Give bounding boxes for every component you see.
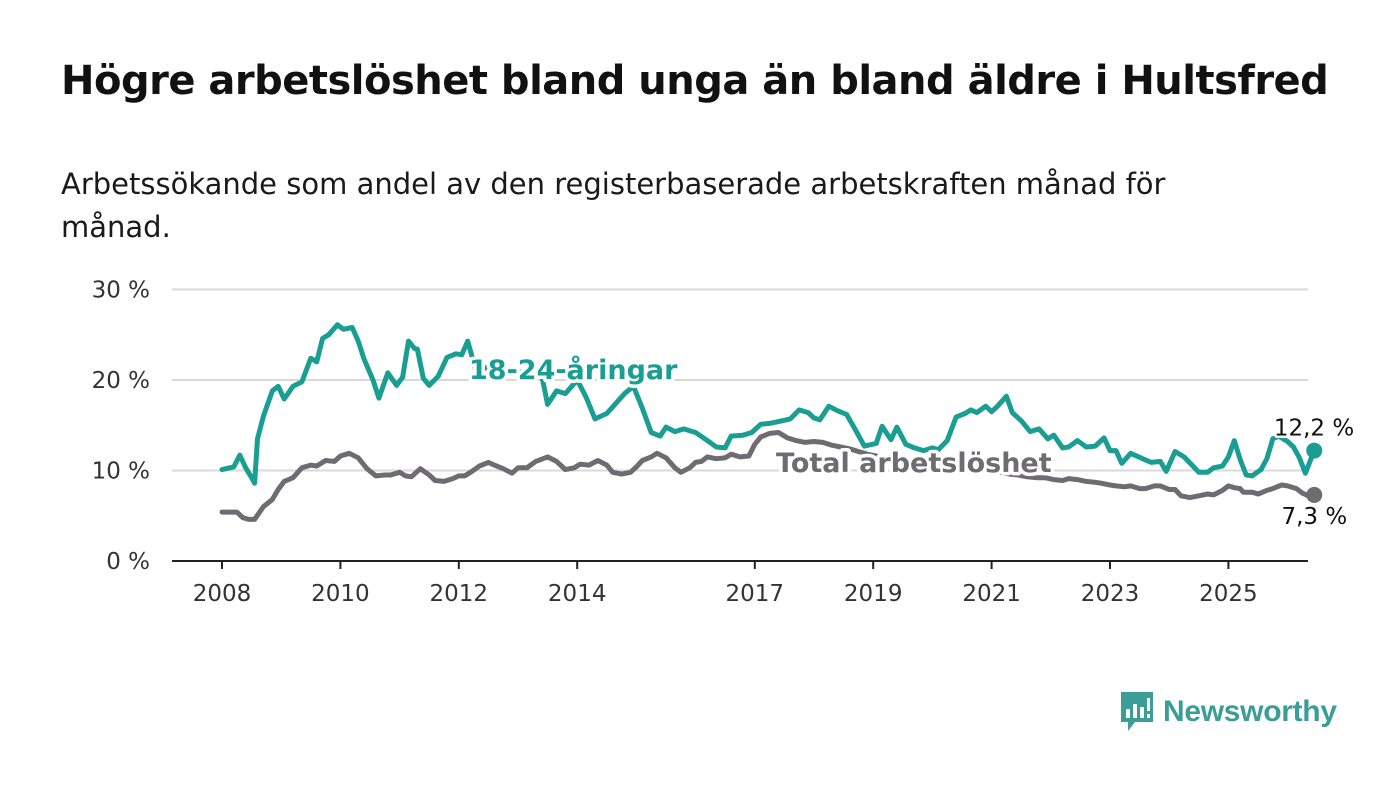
grid-lines xyxy=(172,288,1308,472)
end-label-total: 7,3 % xyxy=(1281,504,1347,530)
chart-subtitle: Arbetssökande som andel av den registerb… xyxy=(61,167,1166,244)
end-point-youth xyxy=(1306,442,1323,459)
y-tick-label: 0 % xyxy=(106,549,150,575)
y-tick-label: 30 % xyxy=(92,278,150,304)
x-tick-label: 2025 xyxy=(1199,581,1258,607)
newsworthy-logo: Newsworthy xyxy=(1119,690,1337,734)
y-tick-label: 10 % xyxy=(92,459,150,485)
x-tick-label: 2023 xyxy=(1081,581,1140,607)
y-tick-label: 20 % xyxy=(92,368,150,394)
series-line-youth xyxy=(219,322,1317,486)
x-tick-label: 2019 xyxy=(844,581,903,607)
series-label-total: Total arbetslöshet xyxy=(776,448,1052,479)
end-label-youth: 12,2 % xyxy=(1274,416,1354,442)
brand-name: Newsworthy xyxy=(1163,695,1337,728)
chart-title: Högre arbetslöshet bland unga än bland ä… xyxy=(61,58,1329,104)
x-tick-label: 2008 xyxy=(193,581,252,607)
series-lines xyxy=(219,322,1323,522)
end-point-total xyxy=(1306,486,1323,503)
series-label-youth: 18-24-åringar xyxy=(469,354,678,386)
series-labels: 18-24-åringar Total arbetslöshet 12,2 % 7,3… xyxy=(466,351,1357,533)
x-tick-label: 2017 xyxy=(726,581,785,607)
x-tick-label: 2014 xyxy=(548,581,607,607)
x-tick-label: 2010 xyxy=(311,581,370,607)
x-axis: 2008 2010 2012 2014 2017 2019 2021 2023 2025 xyxy=(172,560,1308,607)
y-axis: 0 % 10 % 20 % 30 % xyxy=(92,278,150,576)
x-tick-label: 2021 xyxy=(962,581,1021,607)
series-line-total xyxy=(219,430,1317,522)
x-tick-label: 2012 xyxy=(430,581,489,607)
bar-chart-speech-bubble-icon xyxy=(1121,692,1153,731)
